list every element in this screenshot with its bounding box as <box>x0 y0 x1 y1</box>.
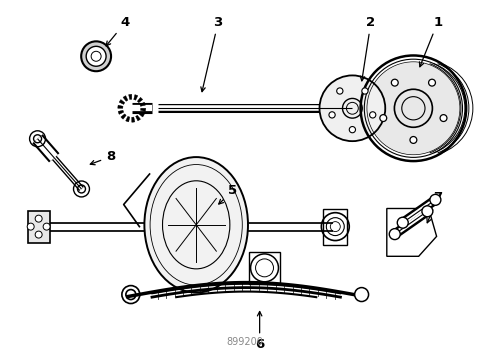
Circle shape <box>368 62 459 154</box>
Text: 899200: 899200 <box>226 337 264 347</box>
Text: 3: 3 <box>201 16 223 92</box>
Bar <box>323 209 347 244</box>
Circle shape <box>86 46 106 66</box>
Text: 5: 5 <box>219 184 237 204</box>
Polygon shape <box>119 100 125 104</box>
Circle shape <box>91 51 101 61</box>
Polygon shape <box>126 116 130 122</box>
Circle shape <box>329 112 335 118</box>
Text: 1: 1 <box>419 16 442 67</box>
Polygon shape <box>123 96 128 101</box>
Circle shape <box>430 194 441 205</box>
Circle shape <box>43 223 50 230</box>
Polygon shape <box>134 95 138 100</box>
Polygon shape <box>121 114 126 119</box>
Text: 2: 2 <box>360 16 375 81</box>
Circle shape <box>422 206 433 217</box>
Bar <box>28 211 49 243</box>
Polygon shape <box>137 97 143 103</box>
Circle shape <box>362 88 368 94</box>
Circle shape <box>349 126 356 133</box>
Polygon shape <box>139 112 145 117</box>
Circle shape <box>337 88 343 94</box>
Polygon shape <box>141 108 146 111</box>
Circle shape <box>429 79 436 86</box>
Circle shape <box>81 41 111 71</box>
Circle shape <box>380 114 387 121</box>
Polygon shape <box>136 115 141 121</box>
Ellipse shape <box>145 157 248 293</box>
Circle shape <box>440 114 447 121</box>
Text: 7: 7 <box>427 192 442 223</box>
Polygon shape <box>129 94 132 99</box>
Text: 6: 6 <box>255 311 264 351</box>
Circle shape <box>410 136 417 143</box>
Circle shape <box>392 79 398 86</box>
Bar <box>248 252 280 284</box>
Polygon shape <box>118 110 123 114</box>
Circle shape <box>397 217 408 228</box>
Circle shape <box>27 223 34 230</box>
Polygon shape <box>118 105 123 108</box>
Circle shape <box>369 112 376 118</box>
Circle shape <box>319 75 385 141</box>
Text: 4: 4 <box>106 16 130 46</box>
Circle shape <box>389 229 400 240</box>
Circle shape <box>35 231 42 238</box>
Text: 8: 8 <box>90 150 115 165</box>
Circle shape <box>355 288 368 302</box>
Polygon shape <box>132 117 135 122</box>
Circle shape <box>35 215 42 222</box>
Polygon shape <box>140 102 146 106</box>
